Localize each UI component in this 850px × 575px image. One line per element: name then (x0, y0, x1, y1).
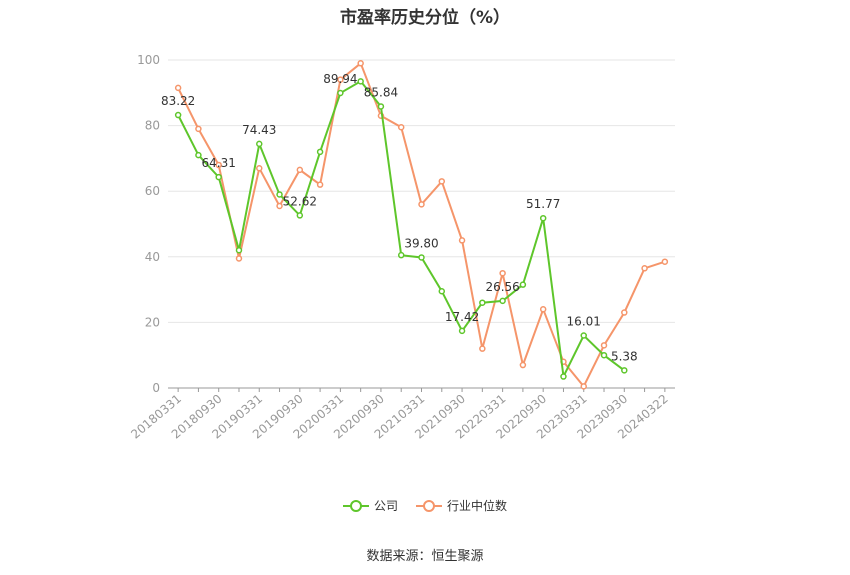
data-label: 83.22 (161, 94, 195, 108)
data-point (397, 251, 405, 259)
data-point (479, 345, 486, 352)
data-label: 52.62 (283, 194, 317, 208)
data-point (235, 246, 243, 254)
data-source: 数据来源：恒生聚源 (366, 549, 484, 564)
data-point (539, 306, 547, 313)
data-point (296, 166, 304, 174)
legend-item-industry-median[interactable]: 行业中位数 (416, 497, 507, 514)
data-point (499, 269, 506, 277)
data-label: 16.01 (567, 314, 601, 328)
data-point (337, 76, 344, 83)
chart-title: 市盈率历史分位（%） (339, 8, 511, 28)
data-point (580, 383, 587, 390)
data-point (479, 299, 486, 306)
legend: 公司 行业中位数 (0, 497, 850, 514)
data-point (357, 60, 364, 67)
data-point (438, 287, 446, 295)
data-point (256, 140, 263, 148)
data-point (621, 367, 628, 374)
data-point (661, 258, 669, 265)
data-point (458, 327, 466, 335)
y-tick-label: 40 (145, 250, 160, 264)
data-point (276, 191, 283, 198)
legend-label: 公司 (373, 499, 398, 513)
data-label: 5.38 (611, 349, 638, 363)
data-point (256, 164, 263, 172)
y-tick-label: 20 (145, 315, 160, 329)
data-point (499, 297, 506, 305)
data-point (215, 161, 222, 169)
data-point (215, 173, 222, 181)
data-labels: 83.22 64.31 74.43 52.62 89.94 85.84 39.80 17.42… (161, 72, 638, 363)
data-point (276, 202, 283, 210)
data-point (296, 212, 304, 219)
data-point (397, 123, 405, 131)
y-tick-label: 0 (152, 381, 160, 395)
data-point (316, 148, 324, 156)
y-tick-label: 100 (137, 53, 160, 67)
series-lines (174, 60, 669, 390)
data-label: 85.84 (364, 85, 398, 99)
data-label: 74.43 (242, 123, 276, 137)
series-line (177, 61, 666, 389)
data-point (539, 214, 547, 222)
data-point (174, 111, 182, 119)
y-tick-label: 60 (145, 184, 160, 198)
data-point (438, 178, 446, 185)
data-point (600, 351, 608, 359)
data-point (621, 309, 628, 316)
data-label: 26.56 (485, 280, 519, 294)
data-point (560, 373, 567, 380)
legend-label: 行业中位数 (447, 499, 508, 513)
data-label: 17.42 (445, 310, 479, 324)
line-chart: 0204060801002018033120180930201903312019… (128, 53, 675, 442)
data-point (357, 78, 364, 85)
y-tick-label: 80 (145, 119, 160, 133)
data-point (600, 342, 608, 349)
legend-item-company[interactable]: 公司 (342, 497, 398, 514)
data-label: 89.94 (323, 72, 357, 86)
legend-line-icon (416, 499, 442, 513)
data-label: 51.77 (526, 197, 560, 211)
data-point (195, 125, 202, 133)
grid-lines (168, 59, 675, 323)
axes: 0204060801002018033120180930201903312019… (128, 53, 675, 442)
data-point (519, 361, 527, 369)
data-point (418, 201, 425, 208)
data-label: 39.80 (404, 236, 438, 250)
data-point (519, 281, 527, 288)
data-point (174, 84, 182, 92)
data-point (418, 254, 425, 261)
data-label: 64.31 (202, 156, 236, 170)
data-point (458, 237, 466, 244)
data-point (337, 89, 344, 97)
data-point (195, 151, 202, 159)
data-point (377, 103, 385, 110)
data-point (235, 255, 243, 262)
data-point (580, 332, 587, 339)
legend-line-icon (342, 499, 369, 513)
data-point (641, 265, 648, 272)
data-point (316, 181, 324, 188)
